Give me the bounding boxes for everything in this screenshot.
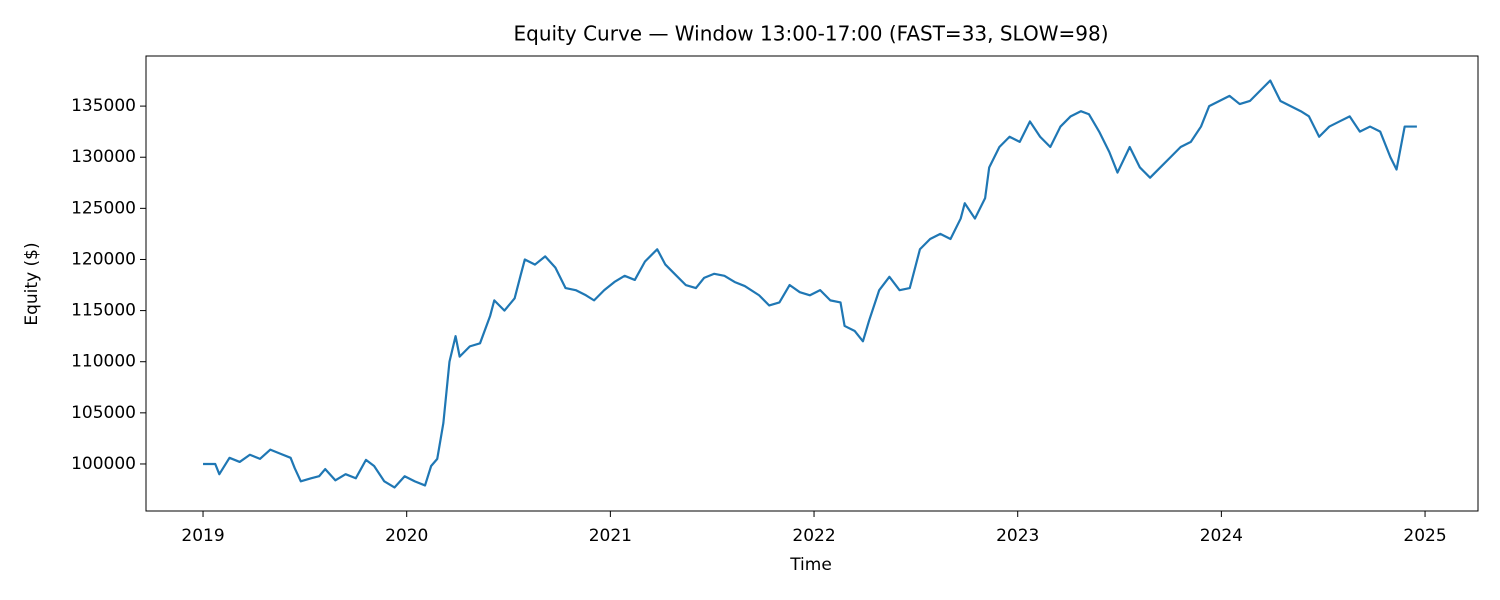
y-tick-label: 120000 bbox=[71, 249, 136, 269]
y-tick-label: 105000 bbox=[71, 403, 136, 423]
x-tick-label: 2019 bbox=[181, 526, 224, 546]
x-tick-label: 2025 bbox=[1403, 526, 1446, 546]
x-tick-label: 2024 bbox=[1200, 526, 1243, 546]
y-tick-label: 135000 bbox=[71, 96, 136, 116]
x-tick-label: 2022 bbox=[792, 526, 835, 546]
y-tick-label: 110000 bbox=[71, 352, 136, 372]
y-tick-label: 125000 bbox=[71, 198, 136, 218]
y-tick-label: 130000 bbox=[71, 147, 136, 167]
y-tick-label: 115000 bbox=[71, 301, 136, 321]
plot-frame bbox=[145, 55, 1479, 512]
x-tick-label: 2023 bbox=[996, 526, 1039, 546]
equity-line bbox=[203, 79, 1417, 489]
x-tick-label: 2021 bbox=[589, 526, 632, 546]
x-tick-label: 2020 bbox=[385, 526, 428, 546]
x-axis-label: Time bbox=[789, 555, 832, 575]
y-axis-label: Equity ($) bbox=[22, 242, 42, 325]
y-tick-label: 100000 bbox=[71, 454, 136, 474]
chart-title: Equity Curve — Window 13:00-17:00 (FAST=… bbox=[513, 22, 1108, 46]
